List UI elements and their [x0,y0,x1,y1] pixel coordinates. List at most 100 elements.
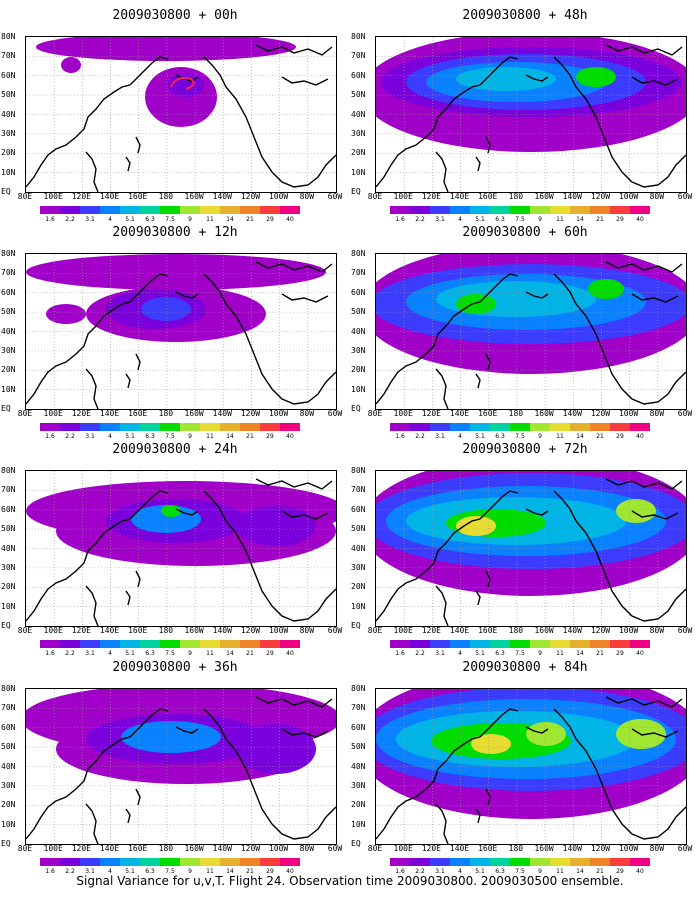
colorbar-label: 5.1 [475,433,485,440]
colorbar-swatch [80,423,100,431]
colorbar-label: 6.3 [495,216,505,223]
lon-tick-label: 120W [590,409,611,418]
lat-tick-label: 60N [351,70,366,80]
coastline [475,590,481,606]
lat-tick-label: 50N [1,307,16,317]
lat-tick-label: EQ [1,187,11,196]
colorbar-label: 14 [576,433,584,440]
coastline [255,44,333,56]
lat-tick-label: 70N [1,51,16,61]
map-plot [375,253,687,410]
lon-tick-label: 100W [618,626,639,635]
colorbar-swatch [180,858,200,866]
lat-tick-label: 10N [351,819,366,829]
colorbar-swatch [490,206,510,214]
lon-tick-label: 80W [649,626,665,635]
colorbar-labels: 1.6 2.2 3.1 4 5.1 6.3 7.5 9 11 14 21 29 40 [40,216,300,224]
coastline [175,74,199,82]
lon-tick-label: 140E [449,626,470,635]
lon-tick-label: 160E [478,409,498,418]
coastline [203,56,336,188]
coastline [85,803,99,844]
lat-tick-label: 20N [351,365,366,375]
variance-contour [61,57,81,73]
coastline [553,490,686,622]
colorbar-swatch [240,858,260,866]
colorbar-label: 4 [458,868,462,875]
coastline [203,273,336,405]
colorbar-swatch [390,858,410,866]
colorbar-swatch [530,206,550,214]
colorbar-swatch [590,640,610,648]
lat-tick-label: EQ [351,839,361,848]
lat-tick-label: 30N [351,345,366,355]
colorbar-swatch [390,423,410,431]
colorbar-label: 40 [286,216,294,223]
variance-contour [526,722,566,746]
map-svg [26,254,336,409]
colorbar-label: 6.3 [145,650,155,657]
lon-tick-label: 140E [449,192,470,201]
colorbar-swatch [120,206,140,214]
lat-tick-label: 30N [1,128,16,138]
colorbar-swatch [450,640,470,648]
variance-contour [121,721,221,753]
map-svg [26,471,336,626]
coastline [475,808,481,824]
coastline [553,273,686,405]
colorbar-swatch [140,423,160,431]
colorbar-swatch [180,423,200,431]
colorbar-label: 2.2 [65,650,75,657]
lat-tick-label: EQ [1,404,11,413]
lat-tick-label: 50N [1,524,16,534]
coastline [553,56,686,188]
map-plot [25,470,337,627]
colorbar-swatch [200,640,220,648]
colorbar-label: 6.3 [495,868,505,875]
colorbar-label: 2.2 [415,650,425,657]
lat-tick-label: 10N [1,384,16,394]
lat-tick-label: 40N [351,543,366,553]
colorbar-labels: 1.6 2.2 3.1 4 5.1 6.3 7.5 9 11 14 21 29 40 [390,216,650,224]
variance-contour [588,279,624,299]
colorbar-label: 6.3 [145,216,155,223]
coastline [435,585,449,626]
lat-tick-label: 10N [351,167,366,177]
coastline [631,76,679,86]
coastline [281,293,329,303]
colorbar-label: 21 [246,433,254,440]
colorbar-swatch [80,206,100,214]
colorbar-label: 7.5 [515,433,525,440]
lon-tick-label: 80E [367,192,383,201]
lon-tick-label: 60W [677,409,693,418]
colorbar-swatch [240,206,260,214]
lat-tick-label: 50N [351,742,366,752]
colorbar-label: 21 [596,433,604,440]
colorbar-swatch [260,640,280,648]
lat-tick-label: 60N [351,722,366,732]
lon-tick-label: 100W [618,409,639,418]
colorbar-label: 5.1 [475,868,485,875]
lon-tick-label: 100E [43,626,63,635]
panel-title: 2009030800 + 12h [112,225,238,240]
colorbar-swatch [590,423,610,431]
colorbar-swatch [570,206,590,214]
coastline [605,44,683,56]
lon-tick-label: 160W [534,844,554,853]
lat-tick-label: 80N [1,249,16,258]
lon-tick-label: 80W [299,409,315,418]
colorbar-labels: 1.6 2.2 3.1 4 5.1 6.3 7.5 9 11 14 21 29 40 [390,868,650,876]
map-panel: 2009030800 + 60h 80N 70N 60N 50N 40N 30N 20N 10N… [351,225,695,440]
colorbar-swatch [510,640,530,648]
lon-tick-label: 60W [327,409,343,418]
lon-tick-label: 100E [43,409,63,418]
colorbar-labels: 1.6 2.2 3.1 4 5.1 6.3 7.5 9 11 14 21 29 40 [40,433,300,441]
colorbar-swatch [630,206,650,214]
colorbar-swatch [410,858,430,866]
lon-tick-label: 100E [43,844,63,853]
colorbar-swatch [280,858,300,866]
coastline [26,301,131,405]
colorbar-label: 14 [226,650,234,657]
lon-tick-label: 80E [17,844,33,853]
colorbar-label: 7.5 [165,433,175,440]
